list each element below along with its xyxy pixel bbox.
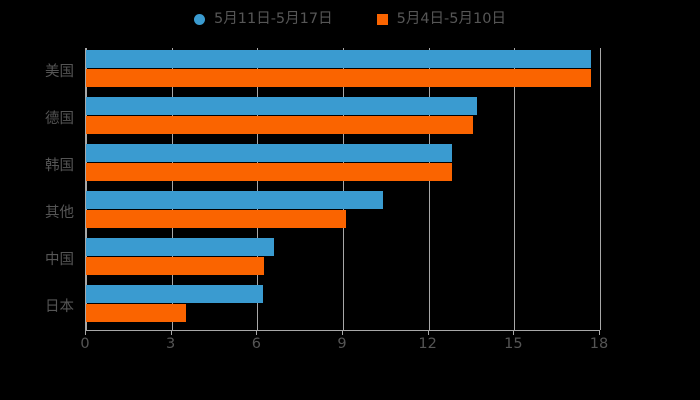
y-axis-label-2: 德国 [45, 110, 74, 127]
bar-group [86, 48, 600, 95]
bar-series-2[interactable] [86, 163, 452, 181]
x-tick-label-3: 3 [166, 336, 176, 352]
y-axis-label-3: 韩国 [45, 157, 74, 174]
bar-series-1[interactable] [86, 238, 275, 256]
x-tick-label-12: 12 [418, 336, 437, 352]
y-axis-label-6: 日本 [45, 298, 74, 315]
gridline-x-9 [343, 48, 344, 330]
bar-series-2[interactable] [86, 210, 346, 228]
x-tick-3 [170, 330, 172, 335]
x-tick-6 [256, 330, 258, 335]
x-tick-label-9: 9 [337, 336, 347, 352]
x-tick-12 [427, 330, 429, 335]
x-tick-9 [342, 330, 343, 335]
bar-series-1[interactable] [86, 50, 592, 68]
gridline-x-0 [86, 48, 87, 330]
legend-entry-series-1[interactable]: 5月11日-5月17日 [194, 12, 333, 27]
plot-area [85, 48, 601, 330]
bar-series-2[interactable] [86, 69, 592, 87]
bar-group [86, 142, 600, 189]
bar-group [86, 95, 600, 142]
bar-group [86, 189, 600, 236]
gridline-x-12 [428, 48, 430, 330]
chart-legend: 5月11日-5月17日 5月4日-5月10日 [0, 6, 700, 32]
gridline-x-18 [600, 48, 601, 330]
legend-entry-series-2[interactable]: 5月4日-5月10日 [376, 10, 506, 27]
bar-series-1[interactable] [86, 144, 452, 162]
x-tick-label-15: 15 [504, 336, 523, 352]
bar-series-2[interactable] [86, 304, 186, 322]
y-axis-label-1: 美国 [45, 63, 74, 80]
bar-series-1[interactable] [86, 97, 478, 115]
y-axis-label-4: 其他 [45, 204, 74, 221]
legend-marker-circle-icon [194, 13, 206, 25]
legend-label-series-2: 5月4日-5月10日 [396, 10, 506, 27]
gridline-x-3 [171, 48, 173, 330]
x-tick-label-6: 6 [251, 336, 261, 352]
x-tick-label-0: 0 [80, 336, 90, 352]
bar-series-2[interactable] [86, 257, 265, 275]
gridline-x-6 [257, 48, 259, 330]
x-tick-18 [599, 330, 600, 335]
bar-series-1[interactable] [86, 285, 264, 303]
x-tick-0 [85, 330, 86, 335]
bar-series-1[interactable] [86, 191, 383, 209]
bar-group [86, 283, 600, 330]
x-tick-label-18: 18 [589, 336, 609, 352]
gridline-x-15 [514, 48, 516, 330]
bar-series-2[interactable] [86, 116, 473, 134]
bar-group [86, 236, 600, 283]
x-tick-15 [513, 330, 515, 335]
legend-marker-square-icon [376, 13, 388, 25]
legend-label-series-1: 5月11日-5月17日 [214, 10, 333, 27]
y-axis-label-5: 中国 [45, 251, 74, 268]
